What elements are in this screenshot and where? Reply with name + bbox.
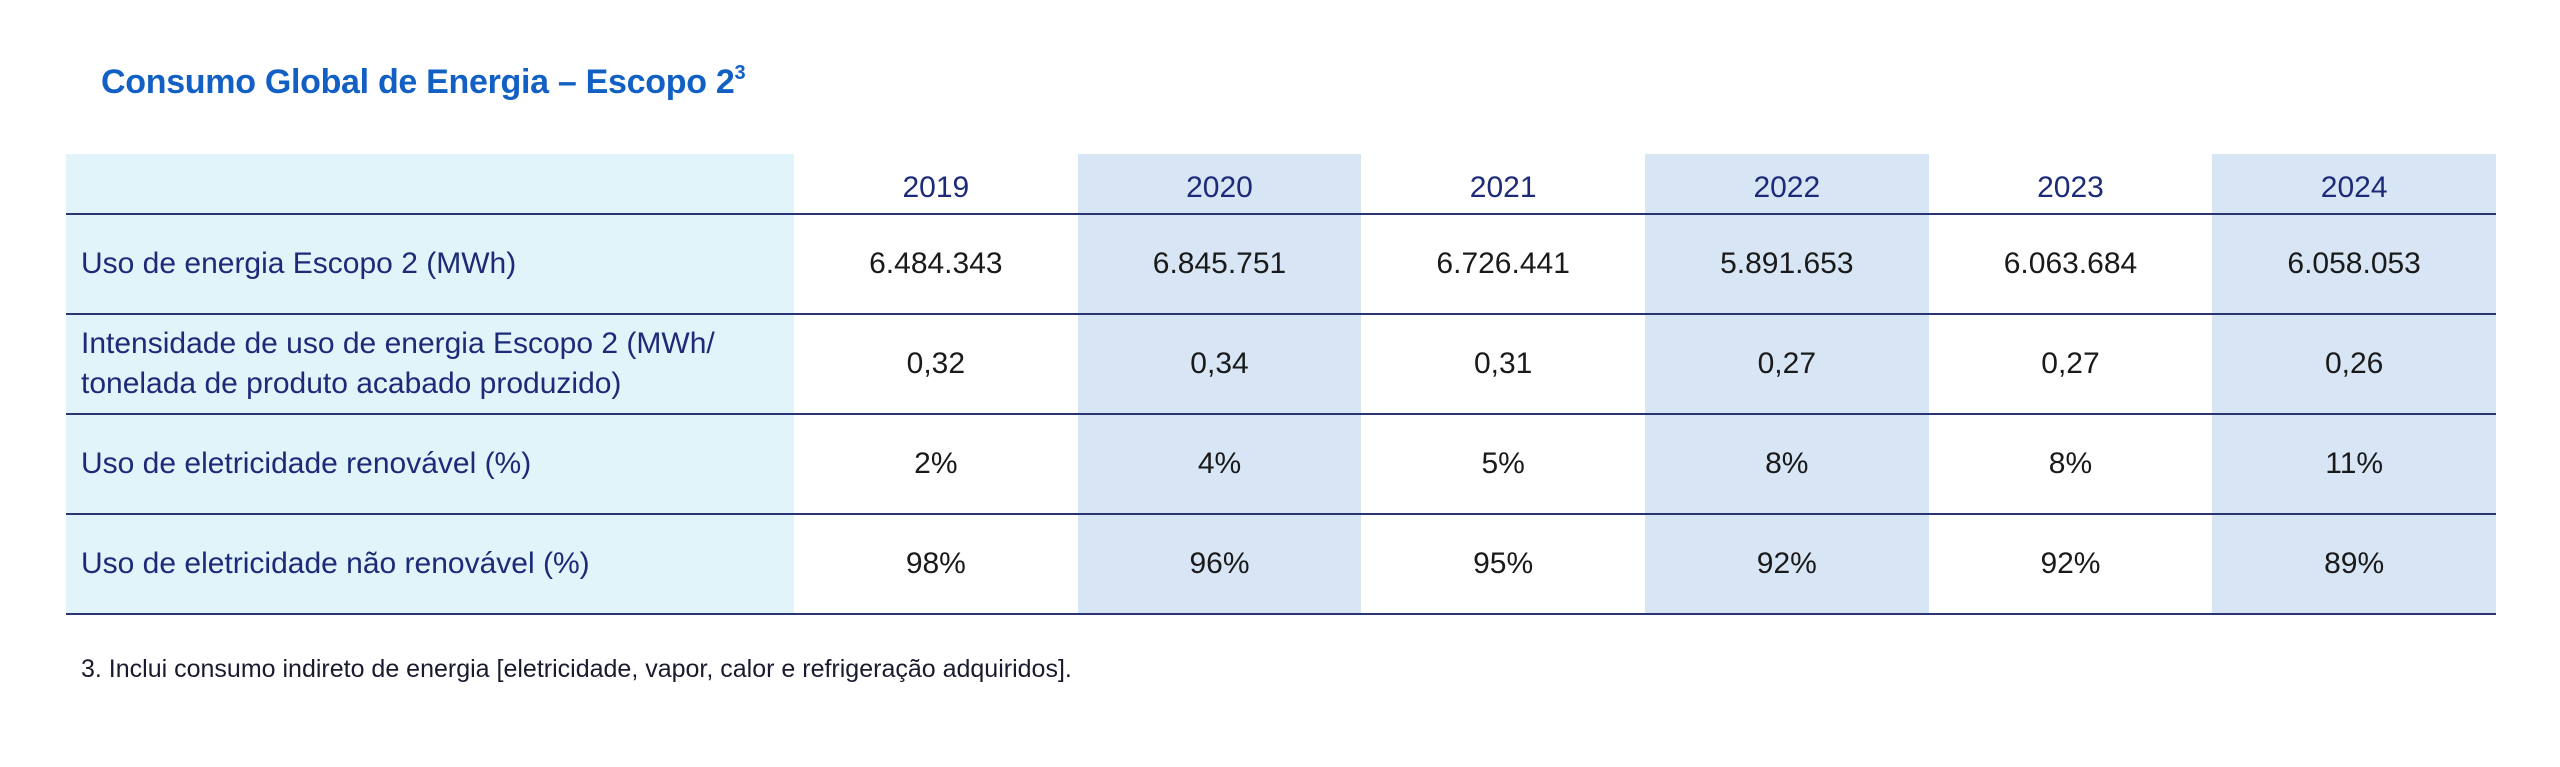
table-cell: 0,34 bbox=[1077, 314, 1362, 415]
table-cell: 6.845.751 bbox=[1077, 214, 1362, 315]
table-cell: 89% bbox=[2212, 514, 2496, 615]
year-header: 2019 bbox=[794, 154, 1078, 215]
row-label: Uso de eletricidade renovável (%) bbox=[66, 414, 795, 515]
table-cell: 92% bbox=[1644, 514, 1929, 615]
table-cell: 6.484.343 bbox=[794, 214, 1078, 315]
table-cell: 0,27 bbox=[1644, 314, 1929, 415]
title-text: Consumo Global de Energia – Escopo 2 bbox=[101, 63, 735, 101]
table-cell: 2% bbox=[794, 414, 1078, 515]
table-cell: 92% bbox=[1928, 514, 2213, 615]
table-header-row: 2019 2020 2021 2022 2023 2024 bbox=[66, 154, 2496, 215]
table-cell: 6.063.684 bbox=[1928, 214, 2213, 315]
table-cell: 6.058.053 bbox=[2212, 214, 2496, 315]
footnote: 3. Inclui consumo indireto de energia [e… bbox=[81, 655, 1072, 683]
header-empty-cell bbox=[66, 154, 795, 215]
row-label-line: Intensidade de uso de energia Escopo 2 (… bbox=[81, 327, 715, 360]
page-title: Consumo Global de Energia – Escopo 23 bbox=[101, 62, 746, 102]
title-footnote-ref: 3 bbox=[734, 62, 746, 84]
table-cell: 5.891.653 bbox=[1644, 214, 1929, 315]
table-cell: 6.726.441 bbox=[1361, 214, 1645, 315]
year-header: 2024 bbox=[2212, 154, 2496, 215]
year-header: 2021 bbox=[1361, 154, 1645, 215]
year-header: 2022 bbox=[1644, 154, 1929, 215]
table-cell: 96% bbox=[1077, 514, 1362, 615]
table-cell: 4% bbox=[1077, 414, 1362, 515]
table-cell: 0,32 bbox=[794, 314, 1078, 415]
table-cell: 0,27 bbox=[1928, 314, 2213, 415]
year-header: 2023 bbox=[1928, 154, 2213, 215]
table-cell: 0,31 bbox=[1361, 314, 1645, 415]
table-cell: 5% bbox=[1361, 414, 1645, 515]
row-label: Intensidade de uso de energia Escopo 2 (… bbox=[66, 314, 795, 415]
table-row: Uso de eletricidade não renovável (%) 98… bbox=[66, 514, 2496, 615]
table-cell: 98% bbox=[794, 514, 1078, 615]
row-label: Uso de eletricidade não renovável (%) bbox=[66, 514, 795, 615]
table-cell: 95% bbox=[1361, 514, 1645, 615]
table-cell: 8% bbox=[1644, 414, 1929, 515]
row-label-line: tonelada de produto acabado produzido) bbox=[81, 367, 622, 400]
table-cell: 8% bbox=[1928, 414, 2213, 515]
energy-table: 2019 2020 2021 2022 2023 2024 Uso de ene… bbox=[66, 154, 2496, 615]
year-header: 2020 bbox=[1077, 154, 1362, 215]
row-label: Uso de energia Escopo 2 (MWh) bbox=[66, 214, 795, 315]
table-row: Uso de energia Escopo 2 (MWh) 6.484.343 … bbox=[66, 214, 2496, 315]
table-row: Uso de eletricidade renovável (%) 2% 4% … bbox=[66, 414, 2496, 515]
table-cell: 11% bbox=[2212, 414, 2496, 515]
table-cell: 0,26 bbox=[2212, 314, 2496, 415]
table-row: Intensidade de uso de energia Escopo 2 (… bbox=[66, 314, 2496, 415]
